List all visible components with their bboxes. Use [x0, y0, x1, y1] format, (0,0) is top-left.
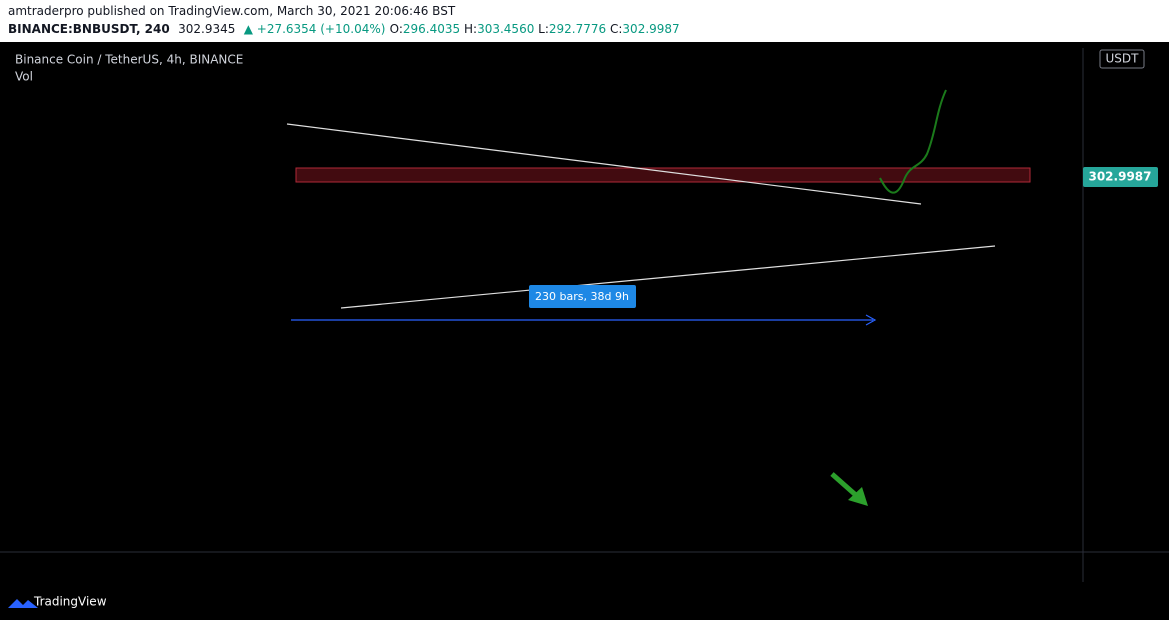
symbol: BINANCE:BNBUSDT, 240 [8, 22, 170, 36]
vol-label: Vol [15, 70, 33, 84]
measure-label: 230 bars, 38d 9h [535, 290, 629, 303]
measure-box [529, 285, 636, 308]
ohlc-label: O: [389, 22, 403, 36]
background [0, 42, 1169, 620]
ohlc-value: 303.4560 [477, 22, 535, 36]
ohlc-label: L: [538, 22, 549, 36]
lower-trendline [340, 245, 996, 309]
currency-box [1099, 49, 1145, 69]
ohlc-value: 296.4035 [402, 22, 461, 36]
upper-trendline [286, 123, 922, 205]
ohlc-value: 302.9987 [622, 22, 680, 36]
publisher-line: amtraderpro published on TradingView.com… [8, 4, 456, 18]
symbol-line: BINANCE:BNBUSDT, 240 302.9345 ▲ +27.6354… [8, 22, 680, 36]
last: 302.9345 [178, 22, 236, 36]
header: amtraderpro published on TradingView.com… [0, 0, 1169, 42]
measure-arrowhead [865, 314, 877, 326]
ohlc-label: H: [464, 22, 478, 36]
drawings: 230 bars, 38d 9h [286, 89, 1031, 506]
ohlc-value: 292.7776 [548, 22, 607, 36]
price-tag-box [1083, 167, 1158, 187]
ohlc-label: C: [610, 22, 623, 36]
signal-arrowhead [848, 487, 868, 506]
chart: 230 bars, 38d 9h Binance Coin / TetherUS… [0, 42, 1169, 620]
change: ▲ +27.6354 (+10.04%) [243, 22, 386, 36]
price-tag: 302.9987 [1088, 170, 1151, 184]
signal-arrow [830, 472, 860, 499]
projection-curve [879, 89, 947, 194]
brand-logo [8, 599, 38, 608]
currency: USDT [1106, 52, 1140, 66]
pane-title: Binance Coin / TetherUS, 4h, BINANCE [15, 53, 243, 67]
ohlc: O:296.4035 H:303.4560 L:292.7776 C:302.9… [390, 22, 680, 36]
resistance-zone [295, 167, 1031, 183]
brand: TradingView [33, 595, 107, 609]
